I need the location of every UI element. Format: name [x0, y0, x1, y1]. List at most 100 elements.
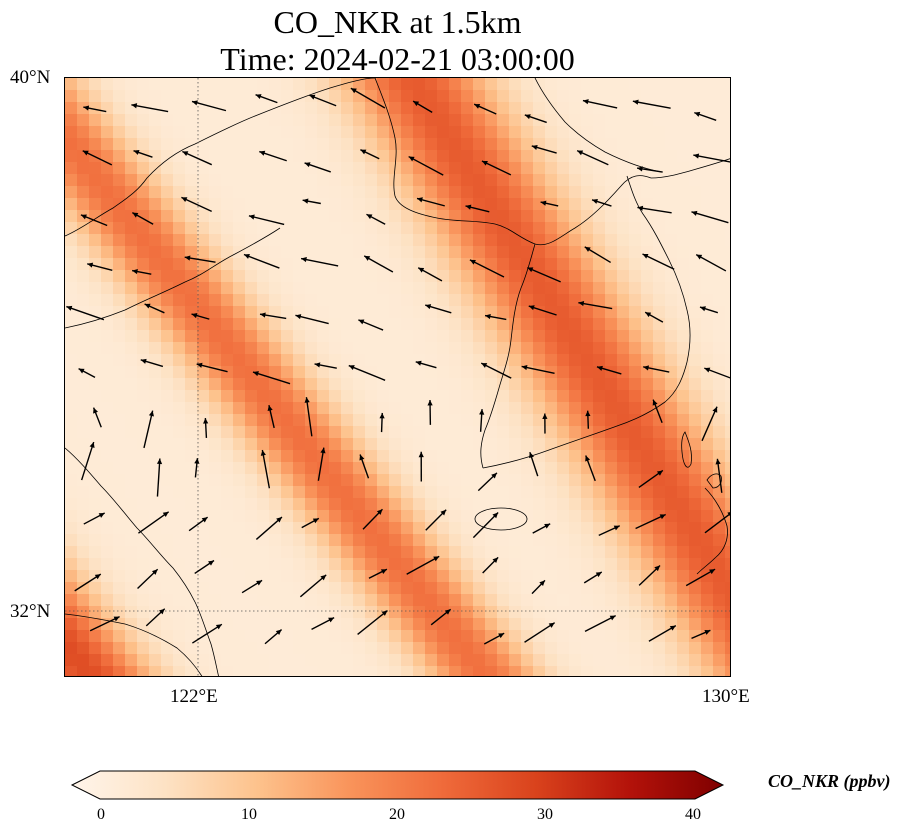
field-cell [617, 390, 630, 403]
field-cell [425, 606, 438, 619]
field-cell [161, 426, 174, 439]
field-cell [293, 618, 306, 631]
field-cell [65, 138, 78, 151]
field-cell [557, 402, 570, 415]
field-cell [245, 78, 258, 91]
field-cell [113, 354, 126, 367]
field-cell [677, 294, 690, 307]
field-cell [461, 126, 474, 139]
field-cell [149, 570, 162, 583]
field-cell [113, 414, 126, 427]
field-cell [377, 558, 390, 571]
field-cell [449, 114, 462, 127]
field-cell [569, 414, 582, 427]
field-cell [65, 330, 78, 343]
field-cell [77, 630, 90, 643]
field-cell [257, 594, 270, 607]
field-cell [101, 150, 114, 163]
field-cell [389, 570, 402, 583]
field-cell [77, 582, 90, 595]
field-cell [389, 378, 402, 391]
field-cell [521, 150, 534, 163]
field-cell [401, 582, 414, 595]
field-cell [653, 150, 666, 163]
field-cell [701, 246, 714, 259]
field-cell [269, 138, 282, 151]
field-cell [473, 630, 486, 643]
field-cell [497, 642, 510, 655]
field-cell [233, 486, 246, 499]
wind-arrow [540, 200, 559, 207]
wind-arrow [360, 149, 380, 160]
wind-arrow [363, 255, 394, 273]
field-cell [665, 342, 678, 355]
field-cell [521, 558, 534, 571]
field-cell [605, 594, 618, 607]
field-cell [281, 414, 294, 427]
field-cell [401, 390, 414, 403]
field-cell [281, 126, 294, 139]
field-cell [653, 342, 666, 355]
field-cell [161, 222, 174, 235]
field-cell [281, 546, 294, 559]
field-cell [545, 426, 558, 439]
field-cell [629, 306, 642, 319]
field-cell [689, 654, 702, 667]
field-cell [329, 174, 342, 187]
field-cell [233, 654, 246, 667]
field-cell [77, 174, 90, 187]
field-cell [449, 582, 462, 595]
field-cell [401, 174, 414, 187]
field-cell [305, 114, 318, 127]
field-cell [569, 270, 582, 283]
field-cell [533, 474, 546, 487]
field-cell [185, 126, 198, 139]
field-cell [425, 642, 438, 655]
field-cell [545, 666, 558, 676]
field-cell [437, 270, 450, 283]
wind-arrow [465, 204, 490, 213]
field-cell [545, 474, 558, 487]
field-cell [401, 306, 414, 319]
coastline-korea-north [650, 158, 730, 179]
field-cell [509, 558, 522, 571]
field-cell [281, 114, 294, 127]
wind-arrow [531, 579, 546, 595]
field-cell [293, 498, 306, 511]
field-cell [533, 390, 546, 403]
field-cell [461, 534, 474, 547]
field-cell [209, 270, 222, 283]
field-cell [497, 666, 510, 676]
field-cell [125, 378, 138, 391]
field-cell [125, 354, 138, 367]
field-cell [113, 186, 126, 199]
field-cell [173, 642, 186, 655]
field-cell [305, 174, 318, 187]
field-cell [293, 462, 306, 475]
field-cell [65, 378, 78, 391]
field-cell [413, 102, 426, 115]
field-cell [305, 126, 318, 139]
field-cell [173, 438, 186, 451]
field-cell [89, 162, 102, 175]
field-cell [149, 426, 162, 439]
field-cell [689, 306, 702, 319]
field-cell [389, 342, 402, 355]
field-cell [437, 462, 450, 475]
field-cell [101, 222, 114, 235]
wind-arrow [418, 451, 424, 482]
field-cell [233, 606, 246, 619]
field-cell [269, 450, 282, 463]
field-cell [149, 318, 162, 331]
field-cell [341, 390, 354, 403]
coastline-china-east [65, 447, 219, 676]
field-cell [209, 114, 222, 127]
field-cell [725, 606, 730, 619]
field-cell [437, 102, 450, 115]
field-cell [101, 294, 114, 307]
field-cell [233, 438, 246, 451]
map-panel[interactable] [64, 77, 731, 677]
field-cell [161, 342, 174, 355]
field-cell [713, 246, 726, 259]
field-cell [665, 582, 678, 595]
